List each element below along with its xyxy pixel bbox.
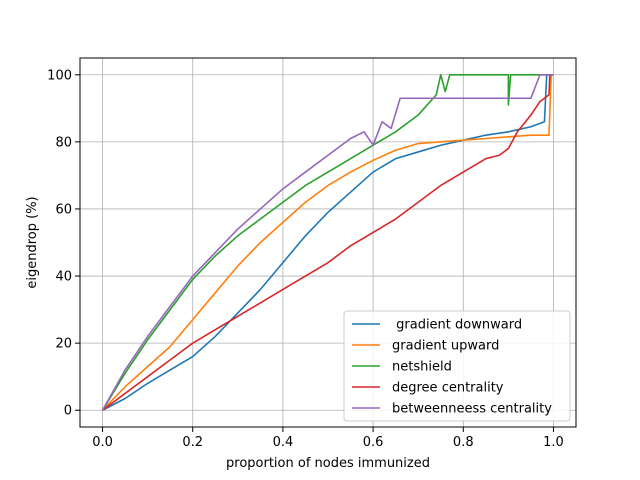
legend-label-4: betweenneess centrality (392, 402, 552, 417)
legend-label-3: degree centrality (392, 381, 504, 396)
legend-label-1: gradient upward (392, 339, 499, 354)
legend-box (343, 310, 571, 422)
x-tick-label: 1.0 (543, 435, 564, 450)
series-line-0 (102, 73, 554, 411)
y-tick-label: 100 (47, 68, 72, 83)
x-axis-label: proportion of nodes immunized (226, 456, 430, 471)
x-tick-label: 0.0 (92, 435, 113, 450)
y-tick-label: 0 (64, 404, 72, 419)
y-tick-label: 40 (55, 270, 72, 285)
axis-ticks: 0.0 0.2 0.4 0.6 0.8 1.0 0 20 40 60 80 100 (47, 68, 564, 450)
y-tick-label: 80 (55, 135, 72, 150)
legend-label-2: netshield (392, 360, 452, 375)
x-tick-label: 0.4 (273, 435, 294, 450)
series-line-3 (102, 73, 554, 411)
series-lines (101, 73, 554, 411)
y-tick-label: 60 (55, 202, 72, 217)
legend-entries: gradient downward gradient upward netshiel… (352, 318, 552, 417)
x-tick-label: 0.8 (453, 435, 474, 450)
grid-lines (80, 58, 576, 427)
x-tick-label: 0.6 (363, 435, 384, 450)
series-line-2 (101, 73, 554, 411)
legend-label-0: gradient downward (392, 318, 522, 333)
y-axis-label: eigendrop (%) (25, 196, 40, 288)
legend: gradient downward gradient upward netshiel… (343, 310, 571, 422)
series-line-4 (101, 73, 554, 411)
plot-frame (79, 57, 577, 428)
y-tick-label: 20 (55, 337, 72, 352)
x-tick-label: 0.2 (182, 435, 203, 450)
